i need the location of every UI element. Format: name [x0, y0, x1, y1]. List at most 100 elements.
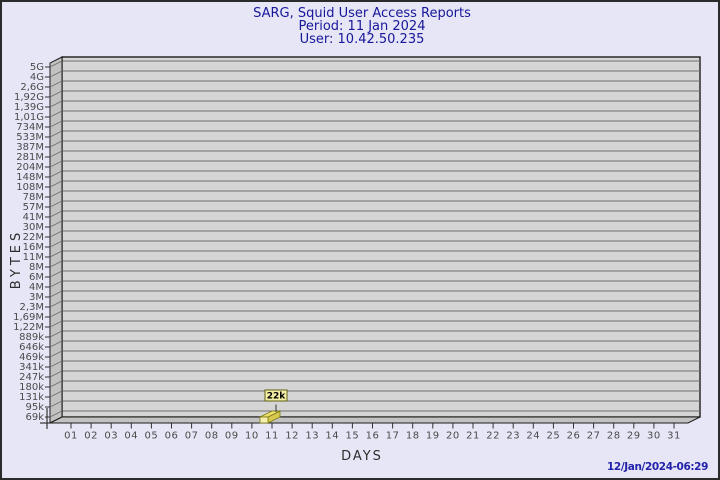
x-tick-label: 09 [225, 431, 239, 442]
chart-period-subtitle: Period: 11 Jan 2024 [298, 19, 426, 34]
x-tick-label: 11 [265, 431, 279, 442]
side-wall-gridline [49, 130, 63, 138]
y-tick-label: 180k [19, 382, 44, 393]
side-wall-gridline [49, 410, 63, 418]
y-tick-label: 533M [16, 132, 44, 143]
side-wall-gridline [49, 120, 63, 128]
side-wall-gridline [49, 360, 63, 368]
y-tick-label: 889k [19, 332, 44, 343]
side-wall-gridline [49, 190, 63, 198]
side-wall-gridline [49, 170, 63, 178]
side-wall-gridline [49, 400, 63, 408]
y-tick-label: 95k [25, 402, 44, 413]
x-tick-label: 25 [547, 431, 561, 442]
x-tick-label: 08 [205, 431, 219, 442]
x-tick-label: 05 [145, 431, 159, 442]
side-wall-gridline [49, 340, 63, 348]
x-tick-label: 18 [406, 431, 420, 442]
y-tick-label: 281M [16, 152, 44, 163]
y-tick-label: 2,6G [20, 82, 44, 93]
y-tick-label: 108M [16, 182, 44, 193]
x-tick-label: 23 [506, 431, 520, 442]
y-tick-label: 131k [19, 392, 44, 403]
y-tick-label: 387M [16, 142, 44, 153]
y-tick-label: 57M [23, 202, 44, 213]
side-wall-gridline [49, 310, 63, 318]
y-tick-label: 469k [19, 352, 44, 363]
side-wall-gridline [49, 200, 63, 208]
x-tick-label: 26 [567, 431, 581, 442]
bar-value-label-box [264, 389, 288, 402]
y-tick-label: 734M [16, 122, 44, 133]
generation-timestamp: 12/Jan/2024-06:29 [607, 461, 708, 473]
y-tick-label: 78M [23, 192, 44, 203]
y-tick-label: 2,3M [19, 302, 44, 313]
side-wall-gridline [49, 350, 63, 358]
y-tick-label: 4G [30, 72, 44, 83]
x-tick-label: 16 [366, 431, 380, 442]
y-tick-label: 1,22M [13, 322, 44, 333]
side-wall-gridline [49, 210, 63, 218]
side-wall-gridline [49, 260, 63, 268]
side-wall-gridline [49, 250, 63, 258]
y-tick-label: 1,01G [14, 112, 44, 123]
side-wall-gridline [49, 300, 63, 308]
side-wall-gridline [49, 330, 63, 338]
x-axis-title: DAYS [341, 449, 383, 464]
x-tick-label: 14 [325, 431, 339, 442]
chart-title: SARG, Squid User Access Reports [253, 6, 471, 21]
y-tick-label: 1,92G [14, 92, 44, 103]
x-tick-label: 29 [627, 431, 641, 442]
x-tick-label: 28 [607, 431, 621, 442]
y-axis-title: BYTES [9, 228, 24, 290]
x-tick-label: 20 [446, 431, 460, 442]
side-wall-gridline [49, 140, 63, 148]
side-wall-gridline [49, 160, 63, 168]
x-tick-label: 04 [124, 431, 138, 442]
chart-user-subtitle: User: 10.42.50.235 [299, 32, 425, 47]
side-wall-gridline [49, 290, 63, 298]
side-wall-gridline [49, 370, 63, 378]
x-tick-label: 30 [647, 431, 661, 442]
y-tick-label: 1,39G [14, 102, 44, 113]
x-tick-label: 03 [104, 431, 118, 442]
side-wall-gridline [49, 60, 63, 68]
y-tick-label: 148M [16, 172, 44, 183]
x-tick-label: 06 [165, 431, 179, 442]
x-tick-label: 22 [486, 431, 500, 442]
x-tick-label: 01 [64, 431, 78, 442]
side-wall-gridline [49, 220, 63, 228]
side-wall-gridline [49, 280, 63, 288]
bar-value-label: 22k [267, 392, 287, 402]
side-wall-gridline [49, 110, 63, 118]
x-tick-label: 24 [526, 431, 540, 442]
side-wall-gridline [49, 320, 63, 328]
x-tick-label: 31 [667, 431, 681, 442]
x-tick-label: 13 [305, 431, 319, 442]
x-tick-label: 19 [426, 431, 440, 442]
plot-back-wall [61, 56, 701, 418]
floor [49, 416, 701, 424]
y-tick-label: 5G [30, 62, 44, 73]
bar-front-face [259, 416, 269, 424]
side-wall-gridline [49, 270, 63, 278]
y-tick-label: 247k [19, 372, 44, 383]
y-tick-label: 341k [19, 362, 44, 373]
side-wall-gridline [49, 150, 63, 158]
side-wall-gridline [49, 70, 63, 78]
x-tick-label: 17 [386, 431, 400, 442]
side-wall-gridline [49, 100, 63, 108]
x-tick-label: 07 [185, 431, 199, 442]
x-tick-label: 02 [84, 431, 98, 442]
y-tick-label: 11M [23, 252, 44, 263]
y-tick-label: 69k [25, 412, 44, 423]
x-tick-label: 12 [285, 431, 299, 442]
side-wall-gridline [49, 390, 63, 398]
y-tick-label: 204M [16, 162, 44, 173]
y-tick-label: 22M [23, 232, 44, 243]
y-tick-label: 6M [29, 272, 44, 283]
y-tick-label: 30M [23, 222, 44, 233]
side-wall-gridline [49, 380, 63, 388]
